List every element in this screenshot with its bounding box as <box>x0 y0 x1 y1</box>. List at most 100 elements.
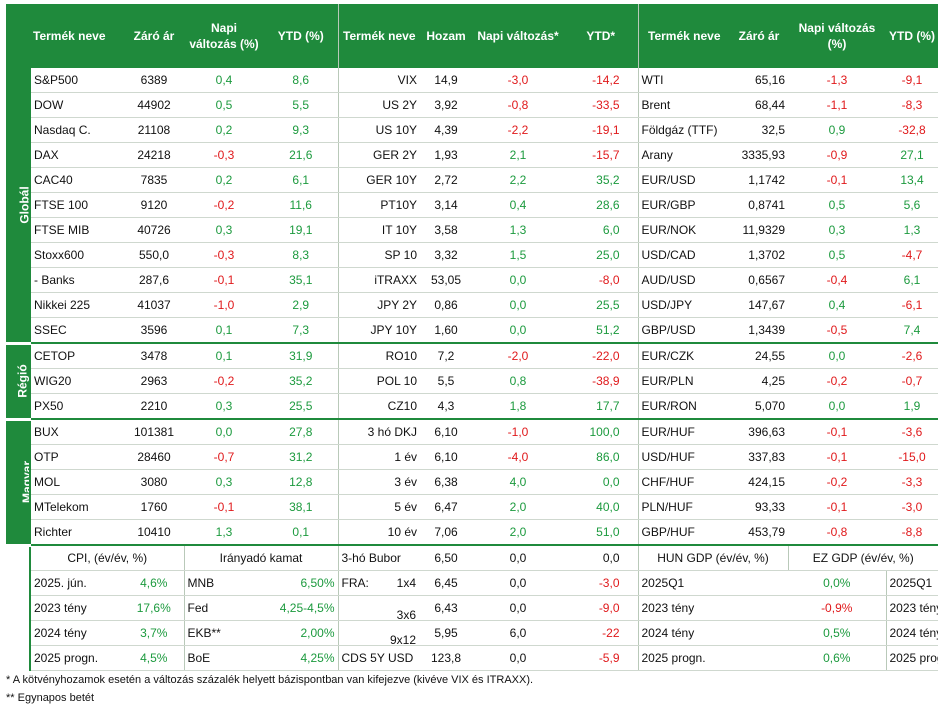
product-name: Brent <box>637 92 730 118</box>
table-row: MOL 3080 0,3 12,8 3 év 6,38 4,0 0,0 CHF/HUF 424,1… <box>6 469 938 495</box>
cpi-value: 3,7% <box>124 620 184 646</box>
daily-change: -0,2 <box>788 469 886 495</box>
daily-change: 0,1 <box>184 317 264 344</box>
daily-change: 0,0 <box>788 393 886 420</box>
daily-change: 0,2 <box>184 117 264 143</box>
ytd-change: 51,0 <box>564 519 638 546</box>
ytd-change: 28,6 <box>564 192 638 218</box>
close-value: 41037 <box>124 292 184 318</box>
close-value: 1,3439 <box>730 317 788 344</box>
product-name: EUR/GBP <box>637 192 730 218</box>
close-value: 1,3702 <box>730 242 788 268</box>
daily-change: 1,5 <box>472 242 564 268</box>
footnote-2: ** Egynapos betét <box>6 692 95 704</box>
memo-row: 2025 progn. 4,5% BoE 4,25% CDS 5Y USD 123,8 0,… <box>6 645 938 671</box>
daily-change: -2,0 <box>472 343 564 369</box>
ytd-change: -3,6 <box>886 419 938 445</box>
close-value: 6,38 <box>420 469 472 495</box>
table-row: DAX 24218 -0,3 21,6 GER 2Y 1,93 2,1 -15,7 Arany 3… <box>6 142 938 168</box>
close-value: 32,5 <box>730 117 788 143</box>
ytd-change: 31,9 <box>264 343 338 369</box>
daily-change: -0,4 <box>788 267 886 293</box>
product-name: SSEC <box>29 317 124 344</box>
ytd-change: -38,9 <box>564 368 638 394</box>
daily-change: 0,2 <box>184 167 264 193</box>
close-value: 3080 <box>124 469 184 495</box>
section-label: Memo: <box>6 545 30 671</box>
table-row: Magyar BUX 101381 0,0 27,8 3 hó DKJ 6,10 -1,0 10… <box>6 419 938 547</box>
ytd-change: 35,2 <box>564 167 638 193</box>
daily-change: -0,1 <box>788 494 886 520</box>
header-close: Záró ár <box>730 4 788 68</box>
close-value: 24218 <box>124 142 184 168</box>
daily-change: 0,4 <box>472 192 564 218</box>
close-value: 424,15 <box>730 469 788 495</box>
header-product: Termék neve <box>637 4 730 68</box>
ytd-change: 27,8 <box>264 419 338 445</box>
ytd-change: -3,3 <box>886 469 938 495</box>
product-name: Richter <box>29 519 124 546</box>
memo-row: 2025. jún. 4,6% MNB 6,50% FRA: 1x4 6,45 0,0 -3,0… <box>6 570 938 596</box>
close-value: 3,92 <box>420 92 472 118</box>
close-value: 21108 <box>124 117 184 143</box>
fra-tenor: 9x12 <box>389 633 416 646</box>
fra-label-cell: 9x12 <box>337 620 420 646</box>
product-name: JPY 10Y <box>337 317 420 344</box>
close-value: 6,10 <box>420 444 472 470</box>
daily-change: -0,7 <box>184 444 264 470</box>
ytd-change: 0,1 <box>264 519 338 546</box>
cpi-value: 4,6% <box>124 570 184 596</box>
daily-change: 4,0 <box>472 469 564 495</box>
ytd-change: 11,6 <box>264 192 338 218</box>
fra-change: 0,0 <box>472 595 564 621</box>
close-value: 1,93 <box>420 142 472 168</box>
product-name: DOW <box>29 92 124 118</box>
rate-label: MNB <box>183 570 264 596</box>
fra-change: 0,0 <box>472 570 564 596</box>
table-row: OTP 28460 -0,7 31,2 1 év 6,10 -4,0 86,0 USD/HUF 3… <box>6 444 938 470</box>
ytd-change: -8,8 <box>886 519 938 546</box>
hun-gdp-value: 0,5% <box>788 620 886 646</box>
ytd-change: 86,0 <box>564 444 638 470</box>
header-corner <box>6 4 30 68</box>
cpi-label: 2024 tény <box>29 620 124 646</box>
daily-change: -0,9 <box>788 142 886 168</box>
fra-label: CDS 5Y USD <box>341 651 414 665</box>
bubor-change: 0,0 <box>472 545 564 571</box>
daily-change: 0,4 <box>788 292 886 318</box>
product-name: JPY 2Y <box>337 292 420 318</box>
close-value: 1,1742 <box>730 167 788 193</box>
close-value: 3,14 <box>420 192 472 218</box>
daily-change: 0,3 <box>184 469 264 495</box>
table-row: - Banks 287,6 -0,1 35,1 iTRAXX 53,05 0,0 -8,0 AU… <box>6 267 938 293</box>
ytd-change: -19,1 <box>564 117 638 143</box>
product-name: Földgáz (TTF) <box>637 117 730 143</box>
product-name: 1 év <box>337 444 420 470</box>
daily-change: -0,1 <box>788 167 886 193</box>
product-name: GBP/HUF <box>637 519 730 546</box>
ez-gdp-label: 2024 tény <box>885 620 938 646</box>
ytd-change: 1,9 <box>886 393 938 420</box>
daily-change: 0,0 <box>788 343 886 369</box>
daily-change: -0,1 <box>184 267 264 293</box>
product-name: EUR/PLN <box>637 368 730 394</box>
ytd-change: 31,2 <box>264 444 338 470</box>
product-name: PLN/HUF <box>637 494 730 520</box>
daily-change: -0,1 <box>788 444 886 470</box>
table-row: WIG20 2963 -0,2 35,2 POL 10 5,5 0,8 -38,9 EUR/PL… <box>6 368 938 394</box>
ez-gdp-label: 2023 tény <box>885 595 938 621</box>
daily-change: -1,0 <box>472 419 564 445</box>
daily-change: -4,0 <box>472 444 564 470</box>
hun-gdp-title: HUN GDP (év/év, %) <box>637 545 788 571</box>
close-value: 24,55 <box>730 343 788 369</box>
cpi-label: 2025 progn. <box>29 645 124 671</box>
close-value: 11,9329 <box>730 217 788 243</box>
table-row: Stoxx600 550,0 -0,3 8,3 SP 10 3,32 1,5 25,0 USD/… <box>6 242 938 268</box>
bubor-title: 3-hó Bubor <box>337 545 420 571</box>
close-value: 2963 <box>124 368 184 394</box>
product-name: POL 10 <box>337 368 420 394</box>
hun-gdp-label: 2023 tény <box>637 595 788 621</box>
section-label-text: Globál <box>17 186 30 224</box>
header-row: Termék neve Záró ár Napi változás (%) YT… <box>6 4 938 68</box>
daily-change: 0,3 <box>184 217 264 243</box>
